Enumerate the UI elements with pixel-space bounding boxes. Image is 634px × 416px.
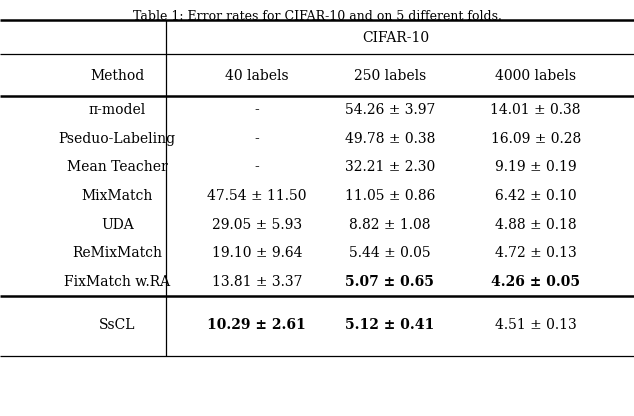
Text: 54.26 ± 3.97: 54.26 ± 3.97 [345,103,435,117]
Text: Mean Teacher: Mean Teacher [67,161,167,174]
Text: SsCL: SsCL [99,318,136,332]
Text: Method: Method [90,69,145,83]
Text: ReMixMatch: ReMixMatch [72,246,162,260]
Text: CIFAR-10: CIFAR-10 [363,31,430,45]
Text: 16.09 ± 0.28: 16.09 ± 0.28 [491,132,581,146]
Text: 4.72 ± 0.13: 4.72 ± 0.13 [495,246,576,260]
Text: 5.12 ± 0.41: 5.12 ± 0.41 [346,318,434,332]
Text: 32.21 ± 2.30: 32.21 ± 2.30 [345,161,435,174]
Text: UDA: UDA [101,218,134,232]
Text: 40 labels: 40 labels [225,69,288,83]
Text: 4.26 ± 0.05: 4.26 ± 0.05 [491,275,580,289]
Text: 5.07 ± 0.65: 5.07 ± 0.65 [346,275,434,289]
Text: 4.88 ± 0.18: 4.88 ± 0.18 [495,218,576,232]
Text: 14.01 ± 0.38: 14.01 ± 0.38 [491,103,581,117]
Text: π-model: π-model [89,103,146,117]
Text: 9.19 ± 0.19: 9.19 ± 0.19 [495,161,576,174]
Text: 8.82 ± 1.08: 8.82 ± 1.08 [349,218,430,232]
Text: MixMatch: MixMatch [82,189,153,203]
Text: 29.05 ± 5.93: 29.05 ± 5.93 [212,218,302,232]
Text: 11.05 ± 0.86: 11.05 ± 0.86 [345,189,435,203]
Text: 10.29 ± 2.61: 10.29 ± 2.61 [207,318,306,332]
Text: 49.78 ± 0.38: 49.78 ± 0.38 [345,132,435,146]
Text: 6.42 ± 0.10: 6.42 ± 0.10 [495,189,576,203]
Text: FixMatch w.RA: FixMatch w.RA [64,275,171,289]
Text: Pseduo-Labeling: Pseduo-Labeling [59,132,176,146]
Text: 250 labels: 250 labels [354,69,426,83]
Text: 4.51 ± 0.13: 4.51 ± 0.13 [495,318,576,332]
Text: -: - [254,132,259,146]
Text: 5.44 ± 0.05: 5.44 ± 0.05 [349,246,430,260]
Text: 47.54 ± 11.50: 47.54 ± 11.50 [207,189,306,203]
Text: 19.10 ± 9.64: 19.10 ± 9.64 [212,246,302,260]
Text: 13.81 ± 3.37: 13.81 ± 3.37 [212,275,302,289]
Text: 4000 labels: 4000 labels [495,69,576,83]
Text: -: - [254,103,259,117]
Text: -: - [254,161,259,174]
Text: Table 1: Error rates for CIFAR-10 and on 5 different folds.: Table 1: Error rates for CIFAR-10 and on… [133,10,501,23]
